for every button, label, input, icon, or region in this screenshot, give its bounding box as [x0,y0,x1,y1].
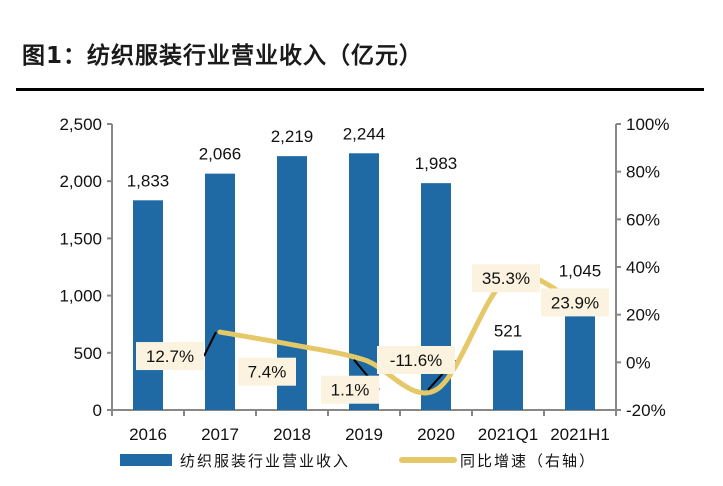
bar-data-label: 1,983 [415,154,458,173]
left-tick-label: 500 [74,344,102,363]
left-tick-label: 1,000 [59,287,102,306]
x-tick-label: 2021Q1 [478,425,539,444]
legend-bar-label: 纺织服装行业营业收入 [180,453,350,470]
bar-data-label: 521 [494,321,522,340]
chart-title: 图1：纺织服装行业营业收入（亿元） [22,43,424,69]
legend-bar-swatch [120,454,172,466]
line-data-label: 1.1% [331,381,370,400]
right-tick-label: -20% [626,401,666,420]
line-label-box [136,342,204,371]
bar-data-label: 2,244 [343,124,386,143]
line-label-box [472,264,540,293]
right-tick-label: 80% [626,163,660,182]
right-tick-label: 100% [626,115,669,134]
right-tick-label: 0% [626,353,651,372]
line-label-box [541,288,609,317]
bar-data-label: 2,219 [271,127,314,146]
bar [133,200,163,410]
right-tick-label: 20% [626,306,660,325]
left-tick-label: 2,500 [59,115,102,134]
left-tick-label: 2,000 [59,172,102,191]
bar-data-label: 1,833 [127,171,170,190]
bar-data-label: 1,045 [559,261,602,280]
line-label-box [321,375,379,404]
line-data-label: 7.4% [248,363,287,382]
x-tick-label: 2018 [273,425,311,444]
x-tick-label: 2017 [201,425,239,444]
leader-line [203,331,217,357]
x-tick-label: 2019 [345,425,383,444]
line-data-label: 23.9% [551,293,599,312]
bar [493,350,523,410]
line-data-label: -11.6% [390,351,443,370]
x-tick-label: 2016 [129,425,167,444]
left-tick-label: 1,500 [59,229,102,248]
line-label-box [377,345,455,374]
x-tick-label: 2020 [417,425,455,444]
left-tick-label: 0 [93,401,102,420]
title-divider [16,88,704,91]
right-tick-label: 60% [626,210,660,229]
line-data-label: 35.3% [482,269,530,288]
bar [205,173,235,410]
line-data-label: 12.7% [146,347,194,366]
line-label-box [238,357,296,386]
right-tick-label: 40% [626,258,660,277]
legend-line-label: 同比增速（右轴） [460,453,596,470]
x-tick-label: 2021H1 [550,425,610,444]
bar-data-label: 2,066 [199,145,242,164]
